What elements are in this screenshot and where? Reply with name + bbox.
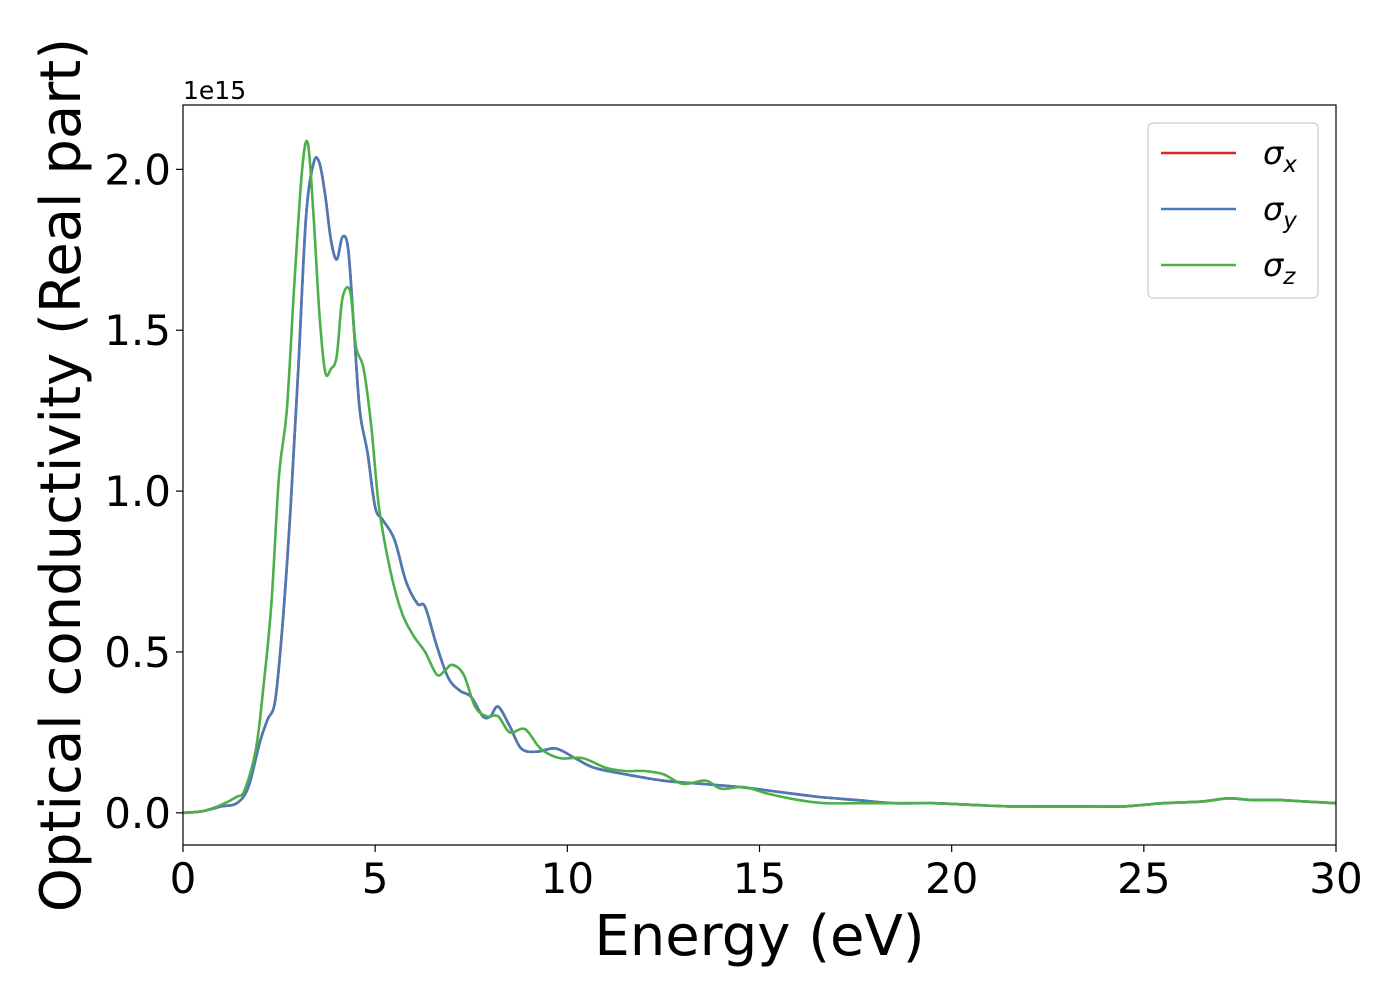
ticks-layer: 0 5 10 15 20 25 30 0.0 0.5 1.0 1.5 2.0: [104, 145, 1363, 903]
x-tick-label: 25: [1117, 854, 1170, 903]
x-axis-label: Energy (eV): [594, 904, 924, 969]
legend-box: [1147, 122, 1319, 299]
legend-label-y: σy: [1263, 190, 1297, 234]
y-axis-label: Optical conductivity (Real part): [29, 38, 94, 912]
y-offset-text: 1e15: [183, 76, 246, 105]
y-tick-label: 1.5: [104, 306, 171, 355]
x-tick-label: 10: [541, 854, 594, 903]
series-line-z: [182, 139, 1337, 815]
x-tick-label: 20: [925, 854, 978, 903]
series-layer: [182, 139, 1337, 815]
x-tick-label: 15: [733, 854, 786, 903]
x-tick-label: 0: [170, 854, 197, 903]
y-tick-label: 0.5: [104, 628, 171, 677]
legend: σx σy σz: [1147, 122, 1319, 299]
x-tick-label: 30: [1309, 854, 1362, 903]
legend-label-x: σx: [1263, 134, 1297, 178]
y-tick-label: 0.0: [104, 789, 171, 838]
x-tick-label: 5: [362, 854, 389, 903]
y-tick-label: 2.0: [104, 145, 171, 194]
legend-label-z: σz: [1263, 246, 1296, 290]
y-tick-label: 1.0: [104, 467, 171, 516]
